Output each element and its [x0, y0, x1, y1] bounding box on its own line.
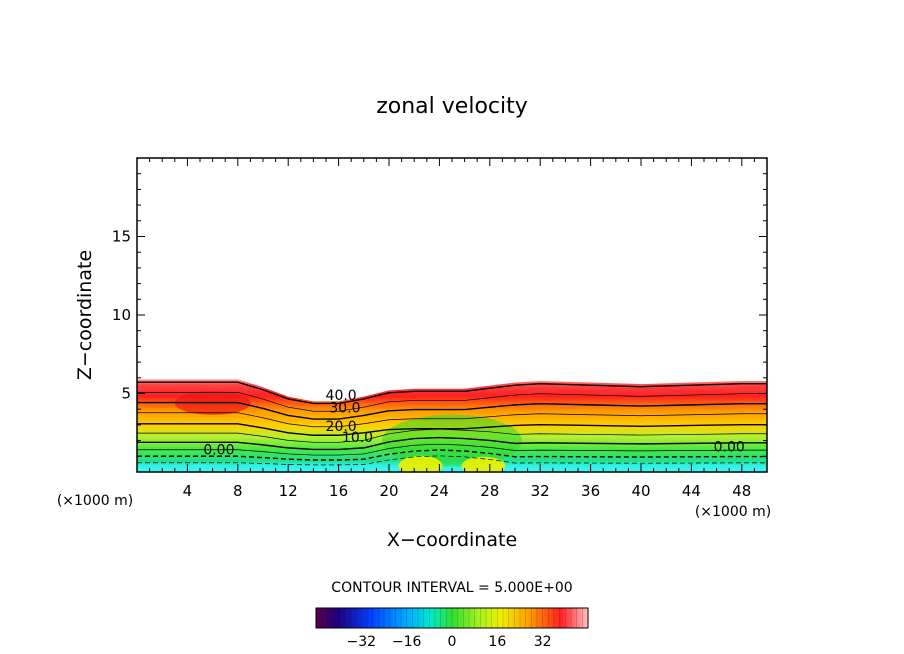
- colorbar-tick-label: 0: [448, 634, 457, 650]
- x-unit-right: (×1000 m): [695, 504, 771, 520]
- contour-lines: [137, 381, 767, 466]
- contour-line: [137, 391, 767, 412]
- contour-label: 10.0: [342, 430, 373, 446]
- contour-field: [137, 379, 767, 472]
- x-tick-label: 48: [732, 482, 751, 500]
- contour-line: [137, 455, 767, 466]
- contour-interval-note: CONTOUR INTERVAL = 5.000E+00: [331, 580, 572, 596]
- contour-line: [137, 423, 767, 436]
- x-tick-label: 8: [233, 482, 243, 500]
- y-axis-ticks: 5 10 15: [112, 173, 767, 457]
- colorbar-tick-label: 16: [488, 634, 506, 650]
- x-tick-label: 20: [379, 482, 398, 500]
- colorbar-tick-label: −32: [347, 634, 377, 650]
- contour-line: [137, 449, 767, 461]
- x-tick-label: 28: [480, 482, 499, 500]
- contour-line: [137, 436, 767, 451]
- contour-line: [137, 443, 767, 456]
- x-tick-label: 16: [329, 482, 348, 500]
- x-tick-label: 36: [581, 482, 600, 500]
- y-tick-label: 15: [112, 228, 131, 246]
- field-bottom-jet-1: [398, 455, 443, 472]
- contour-label: 0.00: [714, 440, 745, 456]
- contour-labels: 40.030.0 20.010.0 0.00 0.00: [203, 388, 744, 459]
- colorbar: [315, 607, 589, 629]
- x-tick-label: 12: [279, 482, 298, 500]
- chart-title: zonal velocity: [376, 94, 528, 119]
- field-bottom-jet-2: [461, 456, 506, 472]
- contour-line: [137, 428, 767, 443]
- y-axis-label: Z−coordinate: [74, 250, 96, 380]
- x-tick-label: 4: [183, 482, 193, 500]
- x-tick-label: 24: [430, 482, 449, 500]
- colorbar-tick-label: −16: [392, 634, 422, 650]
- y-tick-label: 5: [121, 385, 131, 403]
- contour-line: [137, 412, 767, 428]
- x-tick-label: 32: [531, 482, 550, 500]
- colorbar-ticks: −32 −16 0 16 32: [347, 634, 552, 650]
- colorbar-segments: [321, 608, 583, 628]
- x-unit-left: (×1000 m): [57, 493, 133, 509]
- contour-label: 0.00: [203, 443, 234, 459]
- contour-label: 20.0: [326, 419, 357, 435]
- x-axis-label: X−coordinate: [387, 529, 517, 551]
- contour-line: [137, 381, 767, 405]
- colorbar-tick-label: 32: [534, 634, 552, 650]
- x-tick-label: 44: [682, 482, 701, 500]
- contour-line: [137, 401, 767, 420]
- contour-label: 40.0: [326, 388, 357, 404]
- contour-label: 30.0: [329, 400, 360, 416]
- y-tick-label: 10: [112, 306, 131, 324]
- x-axis-ticks: 4 8 12 16 20 24 28 32 36 40 44 48: [149, 158, 755, 500]
- x-tick-label: 40: [631, 482, 650, 500]
